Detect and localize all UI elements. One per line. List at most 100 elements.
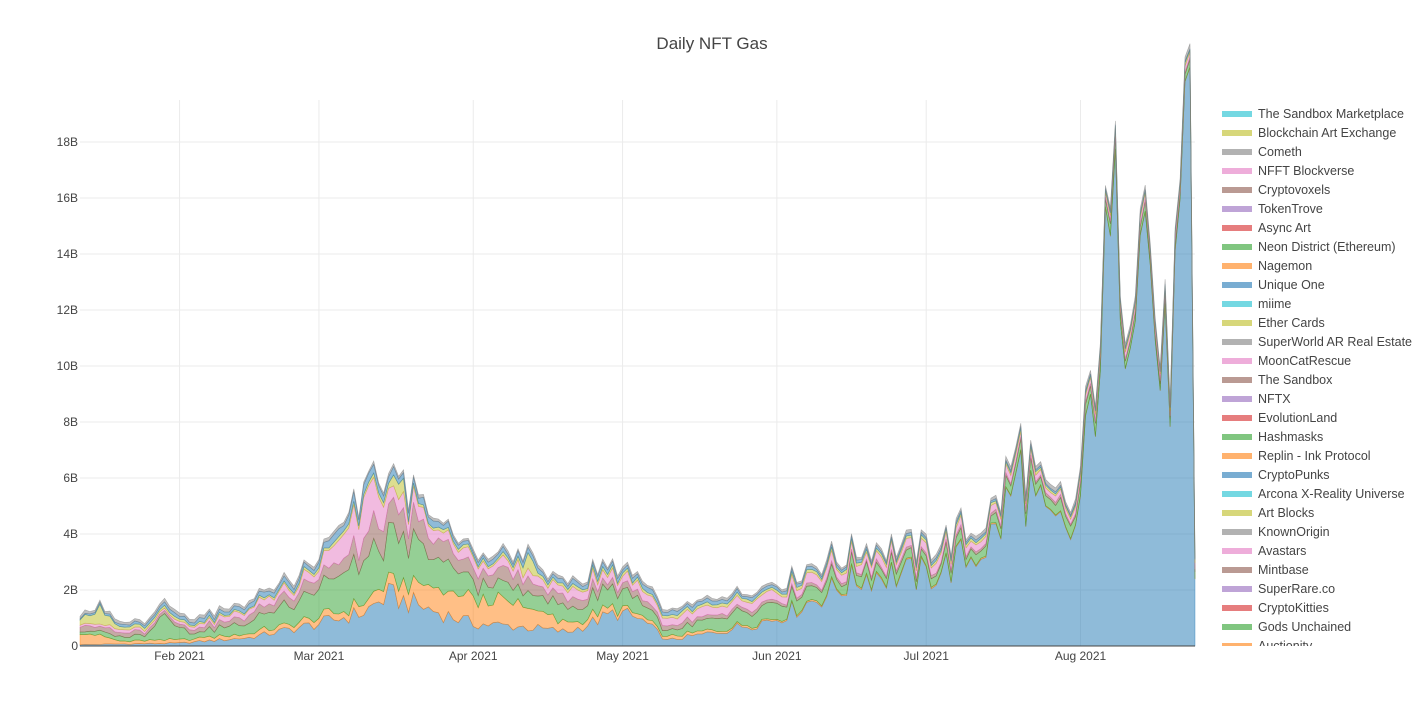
y-tick-label: 2B [63,583,78,597]
legend-swatch [1222,509,1252,516]
legend-label: Async Art [1258,220,1311,235]
legend-label: Hashmasks [1258,429,1324,444]
legend-label: Arcona X-Reality Universe [1258,486,1405,501]
legend-item[interactable]: Hashmasks [1222,427,1424,446]
legend-label: SuperRare.co [1258,581,1336,596]
legend-label: Mintbase [1258,562,1309,577]
y-tick-label: 4B [63,527,78,541]
legend-item[interactable]: Avastars [1222,541,1424,560]
legend-swatch [1222,604,1252,611]
legend-item[interactable]: Arcona X-Reality Universe [1222,484,1424,503]
y-tick-label: 8B [63,415,78,429]
legend-label: miime [1258,296,1292,311]
legend-label: MoonCatRescue [1258,353,1352,368]
legend-item[interactable]: Blockchain Art Exchange [1222,123,1424,142]
legend-label: Unique One [1258,277,1325,292]
legend-label: CryptoKitties [1258,600,1329,615]
y-tick-label: 10B [57,359,78,373]
legend-swatch [1222,452,1252,459]
legend-label: Cryptovoxels [1258,182,1331,197]
legend-label: Auctionity [1258,638,1313,647]
legend-item[interactable]: The Sandbox [1222,370,1424,389]
legend-swatch [1222,357,1252,364]
legend-item[interactable]: Replin - Ink Protocol [1222,446,1424,465]
legend-swatch [1222,623,1252,630]
legend-label: SuperWorld AR Real Estate [1258,334,1413,349]
legend-label: TokenTrove [1258,201,1323,216]
x-tick-label: Jul 2021 [904,649,950,663]
y-tick-label: 18B [57,135,78,149]
legend-swatch [1222,547,1252,554]
legend-swatch [1222,148,1252,155]
legend-item[interactable]: CryptoKitties [1222,598,1424,617]
legend-item[interactable]: Async Art [1222,218,1424,237]
legend-label: Avastars [1258,543,1307,558]
legend-swatch [1222,414,1252,421]
legend-item[interactable]: TokenTrove [1222,199,1424,218]
legend-swatch [1222,281,1252,288]
legend-label: Gods Unchained [1258,619,1352,634]
x-tick-label: Feb 2021 [154,649,205,663]
legend-swatch [1222,585,1252,592]
legend-item[interactable]: EvolutionLand [1222,408,1424,427]
legend-item[interactable]: NFTX [1222,389,1424,408]
x-tick-label: Apr 2021 [449,649,498,663]
legend-item[interactable]: Auctionity [1222,636,1424,646]
legend-swatch [1222,566,1252,573]
legend-label: The Sandbox [1258,372,1333,387]
x-tick-label: Jun 2021 [752,649,802,663]
legend-item[interactable]: MoonCatRescue [1222,351,1424,370]
legend-item[interactable]: Cryptovoxels [1222,180,1424,199]
legend-item[interactable]: NFFT Blockverse [1222,161,1424,180]
area-layer [79,43,1196,647]
legend-swatch [1222,262,1252,269]
legend-label: The Sandbox Marketplace [1258,106,1404,121]
legend-item[interactable]: The Sandbox Marketplace [1222,104,1424,123]
legend-item[interactable]: Gods Unchained [1222,617,1424,636]
legend-label: Ether Cards [1258,315,1325,330]
legend-swatch [1222,376,1252,383]
legend-item[interactable]: Mintbase [1222,560,1424,579]
legend-label: Replin - Ink Protocol [1258,448,1371,463]
legend-item[interactable]: Ether Cards [1222,313,1424,332]
legend-swatch [1222,300,1252,307]
legend-item[interactable]: CryptoPunks [1222,465,1424,484]
legend-item[interactable]: Neon District (Ethereum) [1222,237,1424,256]
legend-item[interactable]: SuperRare.co [1222,579,1424,598]
legend-swatch [1222,528,1252,535]
legend-label: Neon District (Ethereum) [1258,239,1396,254]
legend-swatch [1222,471,1252,478]
legend-label: Art Blocks [1258,505,1315,520]
axis-layer: 0 2B 4B 6B 8B 10B 12B 14B 16B 18B Feb 2021 Mar 2021… [57,135,1195,663]
legend-item[interactable]: Cometh [1222,142,1424,161]
legend-swatch [1222,243,1252,250]
legend-label: Blockchain Art Exchange [1258,125,1397,140]
legend-swatch [1222,167,1252,174]
legend-swatch [1222,395,1252,402]
area-series-cryptopunks[interactable] [79,67,1196,647]
legend-swatch [1222,224,1252,231]
y-tick-label: 16B [57,191,78,205]
legend: The Sandbox Marketplace Blockchain Art Ex… [1222,104,1424,646]
legend-label: Cometh [1258,144,1302,159]
y-tick-label: 6B [63,471,78,485]
legend-item[interactable]: miime [1222,294,1424,313]
chart-title: Daily NFT Gas [656,34,768,53]
x-tick-label: Aug 2021 [1055,649,1107,663]
legend-label: KnownOrigin [1258,524,1330,539]
legend-label: CryptoPunks [1258,467,1330,482]
x-tick-label: Mar 2021 [294,649,345,663]
legend-item[interactable]: Nagemon [1222,256,1424,275]
legend-swatch [1222,319,1252,326]
legend-item[interactable]: KnownOrigin [1222,522,1424,541]
legend-swatch [1222,433,1252,440]
legend-item[interactable]: Art Blocks [1222,503,1424,522]
legend-label: NFTX [1258,391,1291,406]
area-series-knownorigin[interactable] [79,43,1196,627]
legend-swatch [1222,129,1252,136]
legend-label: Nagemon [1258,258,1313,273]
legend-item[interactable]: Unique One [1222,275,1424,294]
legend-item[interactable]: SuperWorld AR Real Estate [1222,332,1424,351]
legend-swatch [1222,338,1252,345]
